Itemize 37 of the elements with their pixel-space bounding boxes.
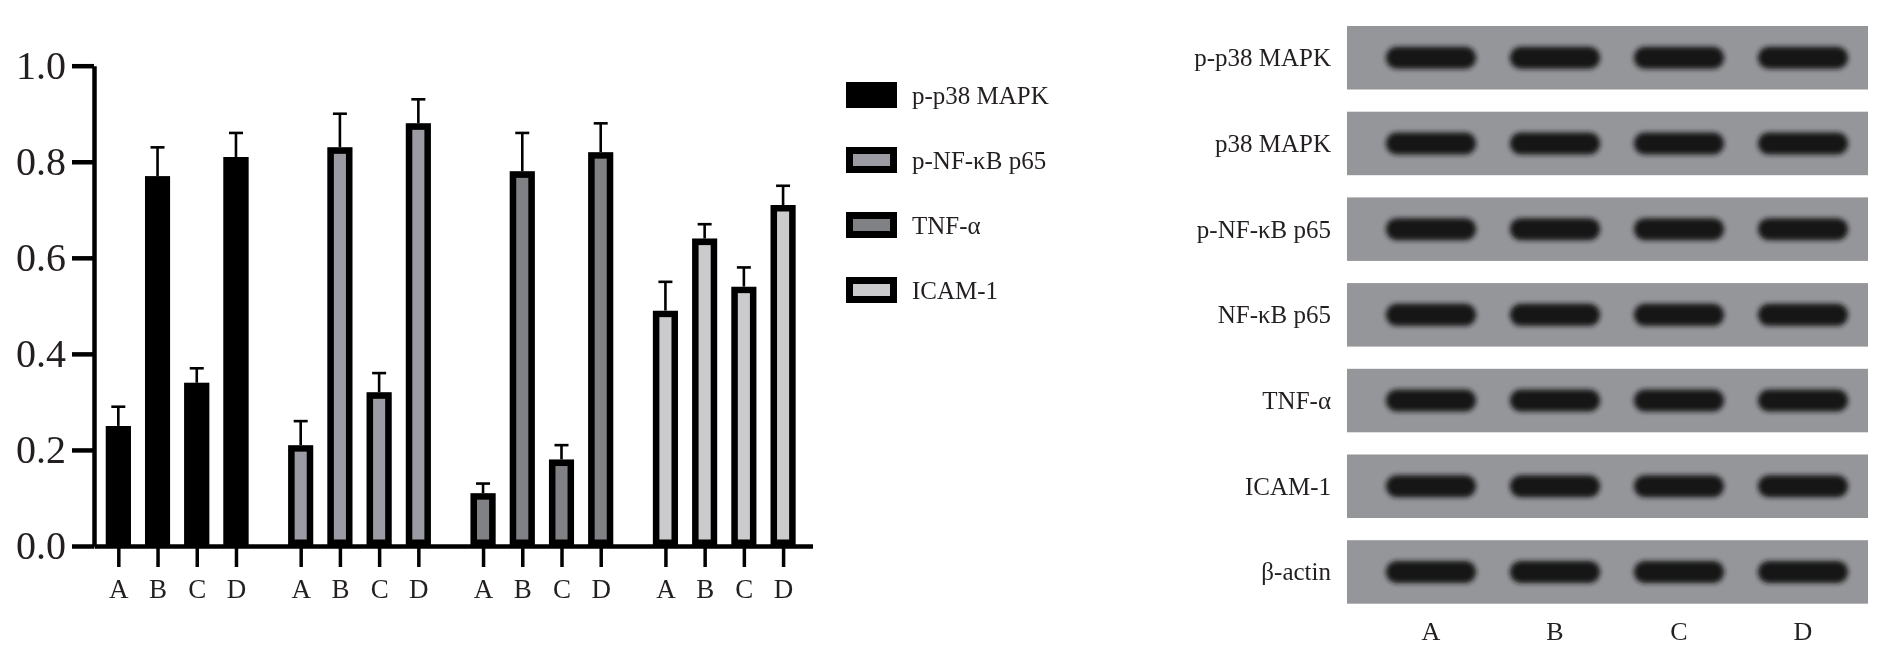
x-tick-label: A [291,574,312,605]
category-label: C [1670,616,1688,646]
x-tick-label: B [696,574,715,605]
legend-label: TNF-α [912,211,981,239]
y-tick-label: 0.2 [16,427,66,473]
x-tick-label: C [735,574,754,605]
category-label: p-NF-κB p65 [1196,215,1331,243]
x-tick-label: D [591,574,611,605]
category-label: NF-κB p65 [1217,301,1331,329]
legend-label: p-NF-κB p65 [912,146,1047,174]
category-label: B [1546,616,1564,646]
x-tick-label: C [370,574,389,605]
x-tick-label: C [552,574,571,605]
x-tick-label: C [188,574,207,605]
x-tick-label: A [109,574,130,605]
x-tick-label: B [149,574,168,605]
x-tick-label: D [226,574,247,605]
category-label: p38 MAPK [1215,129,1331,157]
category-label: TNF-α [1262,387,1331,415]
y-tick-label: 0.4 [16,331,66,377]
category-label: ICAM-1 [1244,472,1331,500]
y-tick-label: 1.0 [16,43,66,88]
x-tick-label: D [773,574,794,605]
x-tick-label: B [331,574,350,605]
x-tick-label: A [656,574,677,605]
y-tick-label: 0.8 [16,139,66,185]
x-tick-label: A [473,574,494,605]
legend-label: ICAM-1 [912,276,999,304]
category-label: A [1421,616,1441,646]
y-tick-label: 0.0 [16,523,66,569]
x-tick-label: D [409,574,429,605]
category-label: β-actin [1261,558,1331,586]
legend-label: p-p38 MAPK [912,81,1049,109]
category-label: p-p38 MAPK [1194,44,1331,72]
category-label: D [1793,616,1813,646]
x-tick-label: B [513,574,532,605]
y-tick-label: 0.6 [16,235,66,281]
